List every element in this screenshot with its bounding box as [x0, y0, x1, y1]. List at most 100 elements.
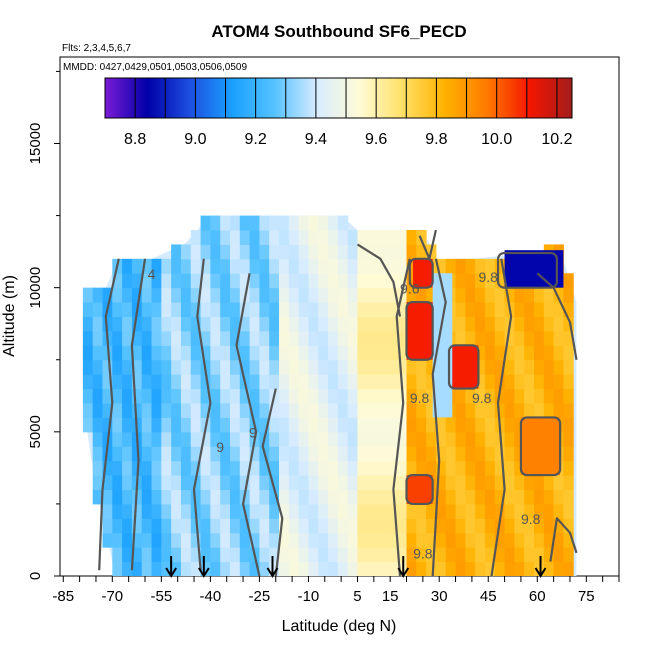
- field-cell: [347, 374, 358, 390]
- field-cell: [122, 258, 133, 274]
- field-cell: [396, 302, 408, 317]
- field-cell: [357, 403, 368, 418]
- contour-label: 4: [148, 266, 156, 282]
- field-cell: [180, 431, 192, 447]
- field-cell: [328, 244, 339, 260]
- contour-line: [130, 258, 147, 571]
- field-cell: [328, 302, 339, 317]
- field-cell: [435, 561, 447, 576]
- field-cell: [406, 503, 417, 519]
- field-cell: [249, 561, 260, 576]
- field-cell: [171, 273, 182, 289]
- x-tick-label: 45: [480, 588, 497, 605]
- field-cell: [465, 403, 476, 418]
- field-cell: [279, 374, 290, 390]
- field-cell: [367, 446, 378, 462]
- field-cell: [298, 475, 309, 490]
- field-cell: [92, 417, 103, 433]
- field-cell: [318, 287, 329, 303]
- field-cell: [308, 532, 319, 548]
- contour-line: [549, 517, 578, 562]
- field-cell: [347, 547, 358, 563]
- field-cell: [190, 547, 202, 563]
- field-cell: [445, 503, 457, 519]
- field-cell: [200, 518, 211, 534]
- contour-line: [192, 258, 212, 571]
- field-cell: [328, 518, 339, 534]
- field-cell: [82, 345, 94, 361]
- field-cell: [151, 287, 162, 303]
- field-cell: [435, 446, 447, 462]
- field-cell: [514, 460, 525, 476]
- field-cell: [318, 316, 329, 332]
- field-cell: [288, 230, 300, 245]
- field-cell: [122, 359, 133, 375]
- field-cell: [171, 287, 182, 303]
- field-cell: [337, 518, 349, 534]
- field-cell: [504, 503, 515, 519]
- field-cell: [367, 244, 378, 260]
- field-cell: [475, 561, 486, 576]
- field-cell: [220, 388, 231, 404]
- field-cell: [279, 475, 290, 490]
- flight-arrow: [266, 556, 279, 578]
- field-cell: [563, 330, 574, 346]
- field-cell: [377, 503, 388, 519]
- field-cell: [524, 561, 535, 576]
- field-cell: [102, 518, 113, 534]
- field-cell: [347, 244, 358, 260]
- field-cell: [131, 273, 143, 289]
- field-cell: [269, 460, 280, 476]
- field-cell: [210, 258, 221, 274]
- field-cell: [288, 503, 300, 519]
- field-cell: [484, 431, 496, 447]
- field-cell: [318, 244, 329, 260]
- field-cell: [406, 460, 417, 476]
- field-cell: [318, 503, 329, 519]
- field-cell: [386, 244, 398, 260]
- field-cell: [367, 475, 378, 490]
- field-cell: [543, 532, 555, 548]
- field-cell: [288, 518, 300, 534]
- field-cell: [524, 532, 535, 548]
- field-cell: [426, 359, 437, 375]
- field-cell: [514, 330, 525, 346]
- field-cell: [563, 403, 574, 418]
- field-cell: [190, 345, 202, 361]
- field-cell: [171, 475, 182, 490]
- colorbar-tick-label: 9.2: [245, 131, 267, 148]
- field-cell: [102, 388, 113, 404]
- field-cell: [269, 518, 280, 534]
- field-cell: [347, 330, 358, 346]
- field-cell: [318, 258, 329, 274]
- contour-label: 9.8: [410, 390, 430, 406]
- field-cell: [396, 330, 408, 346]
- field-cell: [504, 388, 515, 404]
- colorbar: 8.8 9.0 9.2 9.4 9.6 9.8 10.0 10.2: [104, 77, 573, 148]
- field-cell: [357, 431, 368, 447]
- field-cell: [288, 287, 300, 303]
- field-region: [504, 250, 564, 288]
- field-cell: [308, 302, 319, 317]
- field-cell: [328, 287, 339, 303]
- field-cell: [151, 561, 162, 576]
- field-cell: [269, 431, 280, 447]
- x-tick-label: 75: [578, 588, 595, 605]
- field-cell: [406, 374, 417, 390]
- field-cell: [494, 403, 506, 418]
- field-cell: [504, 561, 515, 576]
- field-cell: [357, 489, 368, 505]
- field-cell: [269, 330, 280, 346]
- field-cell: [141, 258, 153, 274]
- field-cell: [151, 388, 162, 404]
- field-cell: [534, 330, 545, 346]
- field-cell: [357, 273, 368, 289]
- field-cell: [484, 403, 496, 418]
- field-cell: [161, 446, 172, 462]
- field-cell: [514, 359, 525, 375]
- field-cell: [161, 374, 172, 390]
- field-cell: [563, 532, 574, 548]
- field-cell: [455, 460, 466, 476]
- field-cell: [318, 532, 329, 548]
- field-cell: [357, 330, 368, 346]
